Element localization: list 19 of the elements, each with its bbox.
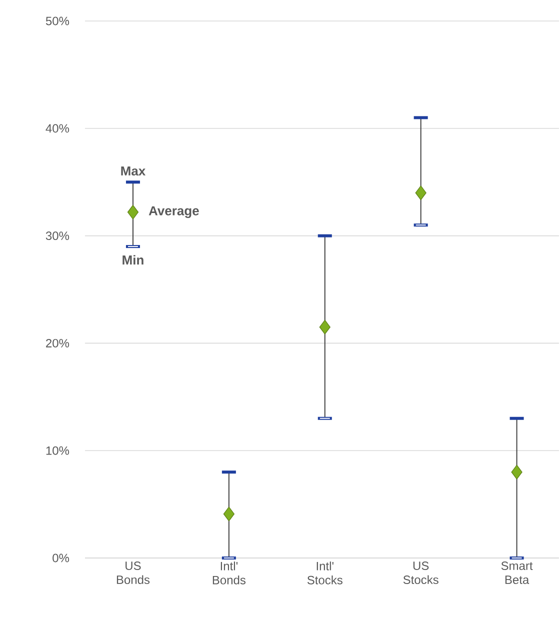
y-tick-label: 20%	[46, 338, 70, 348]
annotation: Min	[122, 255, 144, 264]
y-tick-label: 10%	[46, 446, 70, 455]
x-tick-label: Smart Beta	[502, 562, 533, 584]
x-tick-label: US Stocks	[404, 562, 439, 584]
x-tick-label: Intl' Stocks	[308, 562, 343, 584]
x-tick-label: Intl' Bonds	[213, 562, 246, 584]
y-tick-label: 50%	[46, 16, 70, 26]
point	[511, 464, 523, 480]
x-tick-label: US Bonds	[117, 562, 150, 584]
y-tick-label: 0%	[52, 554, 70, 562]
annotation: Average	[149, 206, 200, 218]
point	[224, 506, 235, 522]
point	[320, 320, 331, 334]
point	[416, 186, 427, 200]
annotation: Max	[121, 166, 146, 176]
point	[128, 204, 139, 220]
y-tick-label: 40%	[46, 124, 70, 133]
y-tick-label: 30%	[46, 232, 70, 240]
